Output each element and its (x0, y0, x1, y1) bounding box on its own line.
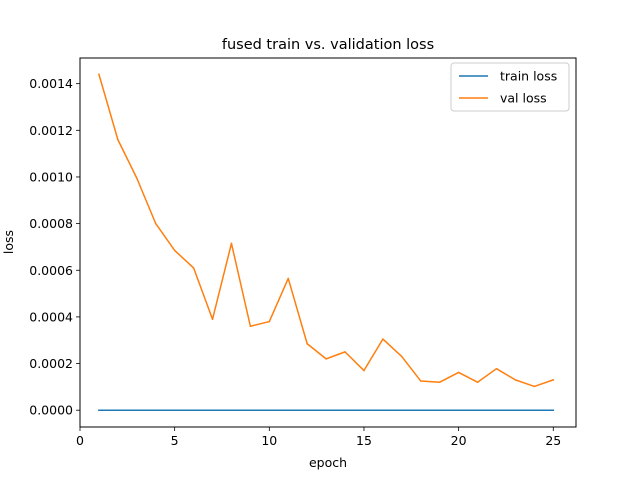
plot-lines (98, 73, 555, 411)
y-tick-label: 0.0000 (29, 403, 73, 418)
data-point-train-loss (230, 409, 233, 411)
data-point-train-loss (306, 409, 308, 411)
data-point-val-loss (363, 369, 365, 372)
data-point-val-loss (211, 318, 214, 320)
y-tick-label: 0.0004 (29, 309, 73, 324)
data-point-train-loss (325, 409, 327, 411)
y-tick-label: 0.0014 (29, 76, 73, 91)
data-point-train-loss (401, 409, 403, 411)
data-point-val-loss (420, 380, 422, 382)
data-point-val-loss (457, 371, 460, 374)
data-point-train-loss (476, 409, 479, 411)
x-tick-label: 5 (171, 433, 179, 448)
data-point-train-loss (438, 409, 441, 411)
data-point-train-loss (514, 409, 517, 411)
y-axis-label: loss (1, 230, 16, 254)
y-axis-ticks: 0.0000 0.0002 0.0004 0.0006 0.0008 0.0010 0.00… (29, 76, 80, 418)
x-tick-label: 25 (545, 433, 561, 448)
data-point-val-loss (154, 222, 157, 225)
data-point-val-loss (438, 381, 441, 383)
data-point-val-loss (476, 381, 479, 383)
data-point-val-loss (287, 277, 289, 280)
legend-label-val-loss: val loss (500, 91, 547, 106)
data-point-train-loss (420, 409, 422, 411)
data-point-val-loss (306, 342, 308, 345)
y-tick-label: 0.0012 (29, 123, 73, 138)
data-point-val-loss (268, 320, 271, 323)
data-point-val-loss (325, 358, 327, 360)
data-point-val-loss (192, 267, 195, 269)
data-point-val-loss (98, 73, 100, 76)
data-point-train-loss (382, 409, 384, 411)
y-tick-label: 0.0006 (29, 263, 73, 278)
data-point-val-loss (173, 249, 176, 252)
data-point-train-loss (533, 409, 536, 411)
data-point-train-loss (363, 409, 365, 411)
data-point-train-loss (117, 409, 119, 411)
data-point-train-loss (457, 409, 460, 411)
data-point-val-loss (382, 338, 384, 340)
data-point-val-loss (514, 379, 517, 381)
y-tick-label: 0.0010 (29, 169, 73, 184)
data-point-val-loss (230, 242, 233, 245)
data-point-train-loss (192, 409, 195, 411)
x-tick-label: 20 (451, 433, 467, 448)
legend-label-train-loss: train loss (500, 69, 557, 84)
data-point-val-loss (533, 385, 536, 388)
data-point-val-loss (552, 379, 555, 381)
data-point-train-loss (173, 409, 176, 411)
data-point-train-loss (154, 409, 157, 411)
data-point-train-loss (495, 409, 498, 411)
legend: train loss val loss (450, 62, 570, 112)
data-point-val-loss (136, 177, 138, 179)
data-point-train-loss (268, 409, 271, 411)
y-tick-label: 0.0002 (29, 356, 73, 371)
x-axis-ticks: 0 5 10 15 20 25 (76, 427, 561, 448)
x-tick-label: 10 (261, 433, 277, 448)
x-tick-label: 0 (76, 433, 84, 448)
y-tick-label: 0.0008 (29, 216, 73, 231)
data-point-train-loss (211, 409, 214, 411)
legend-frame (450, 62, 570, 112)
data-point-train-loss (552, 409, 555, 411)
data-point-train-loss (98, 409, 100, 411)
data-point-train-loss (344, 409, 346, 411)
data-point-val-loss (495, 367, 498, 370)
chart-title: fused train vs. validation loss (222, 37, 434, 53)
x-axis-label: epoch (309, 455, 347, 470)
data-point-val-loss (249, 325, 252, 327)
plot-frame (79, 57, 577, 428)
data-point-val-loss (117, 138, 119, 141)
data-point-val-loss (401, 355, 403, 358)
x-tick-label: 15 (356, 433, 372, 448)
data-point-train-loss (249, 409, 252, 411)
data-point-train-loss (287, 409, 289, 411)
data-point-train-loss (136, 409, 138, 411)
data-point-val-loss (344, 351, 346, 353)
